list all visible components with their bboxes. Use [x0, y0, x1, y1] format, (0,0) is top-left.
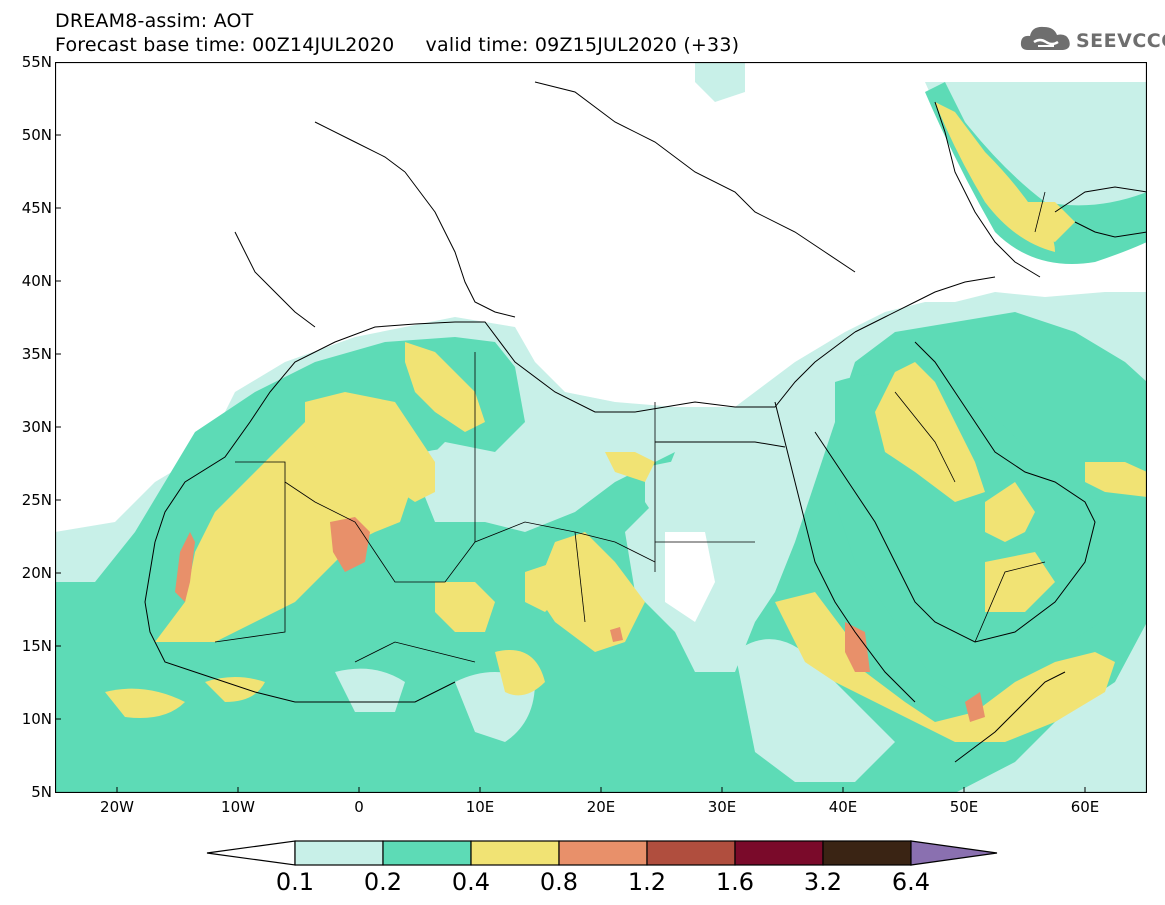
lat-label: 5N	[31, 783, 52, 801]
map-title: DREAM8-assim: AOT	[55, 10, 254, 32]
colorbar	[206, 840, 998, 866]
lat-label: 20N	[21, 564, 52, 582]
lon-label: 30E	[707, 798, 737, 816]
colorbar-swatch	[294, 840, 384, 866]
cloud-icon	[1020, 26, 1070, 50]
lat-label: 40N	[21, 272, 52, 290]
lon-label: 60E	[1070, 798, 1100, 816]
lat-label: 15N	[21, 637, 52, 655]
lon-label: 0	[354, 798, 364, 816]
lat-label: 10N	[21, 710, 52, 728]
lon-label: 50E	[949, 798, 979, 816]
lon-label: 20W	[100, 798, 134, 816]
lat-label: 25N	[21, 491, 52, 509]
lon-label: 40E	[828, 798, 858, 816]
colorbar-label: 1.2	[627, 868, 667, 896]
colorbar-swatch	[470, 840, 560, 866]
colorbar-label: 0.4	[451, 868, 491, 896]
colorbar-label: 6.4	[891, 868, 931, 896]
lat-ticks	[55, 62, 61, 720]
lat-label: 35N	[21, 345, 52, 363]
lat-label: 45N	[21, 199, 52, 217]
colorbar-arrow-low	[206, 840, 296, 866]
colorbar-swatch	[558, 840, 648, 866]
colorbar-label: 1.6	[715, 868, 755, 896]
colorbar-label: 0.1	[275, 868, 315, 896]
forecast-times: Forecast base time: 00Z14JUL2020 valid t…	[55, 34, 740, 56]
lat-label: 30N	[21, 418, 52, 436]
aot-contour-0.8	[175, 532, 195, 602]
lon-label: 10W	[221, 798, 255, 816]
colorbar-label: 0.2	[363, 868, 403, 896]
colorbar-arrow-high	[910, 840, 998, 866]
colorbar-swatch	[646, 840, 736, 866]
colorbar-label: 0.8	[539, 868, 579, 896]
lat-label: 50N	[21, 126, 52, 144]
lon-ticks	[116, 787, 1086, 793]
map-area	[55, 62, 1147, 793]
colorbar-swatch	[822, 840, 912, 866]
colorbar-label: 3.2	[803, 868, 843, 896]
country-borders	[214, 191, 1046, 663]
lon-label: 20E	[586, 798, 616, 816]
lat-label: 55N	[21, 53, 52, 71]
logo-text: SEEVCCC	[1076, 30, 1165, 52]
lon-label: 10E	[465, 798, 495, 816]
colorbar-swatch	[734, 840, 824, 866]
coastlines	[144, 81, 1147, 763]
colorbar-swatch	[382, 840, 472, 866]
